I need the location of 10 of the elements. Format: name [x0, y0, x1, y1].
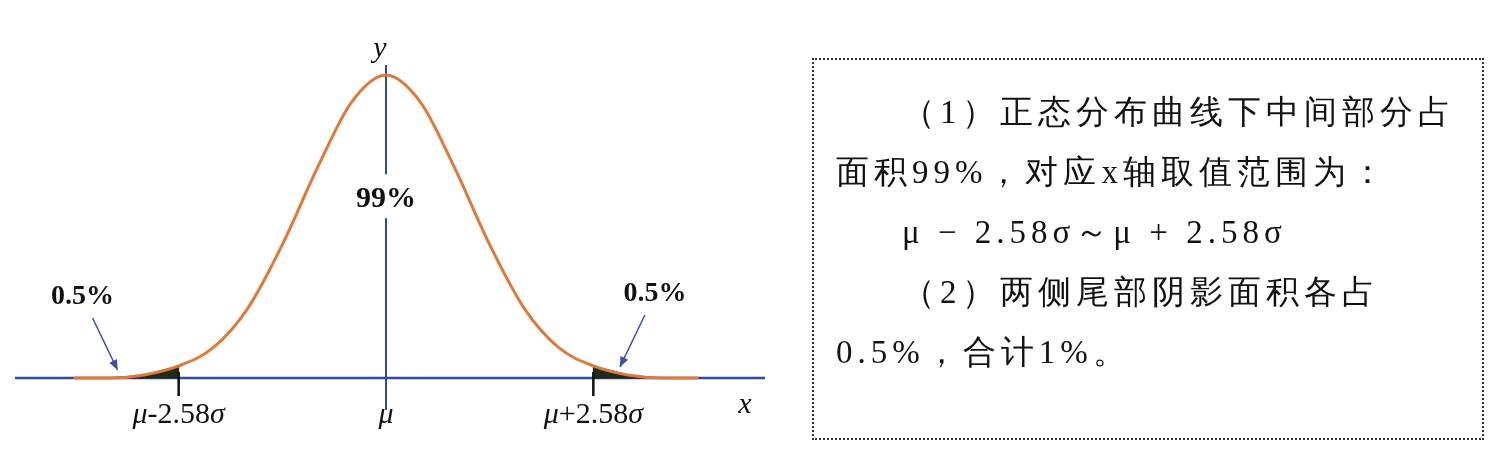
x-axis-title: x [737, 386, 753, 419]
text: （2）两侧尾部阴影面积各占0.5%，合计1%。 [836, 273, 1381, 372]
x-tick-label: μ [377, 396, 394, 429]
x-tick-label: μ-2.58σ [131, 396, 227, 429]
annotation: 99% [356, 180, 416, 214]
text: μ − 2.58σ～μ + 2.58σ [901, 213, 1288, 252]
annotation: 0.5% [51, 279, 115, 310]
y-axis-title: y [370, 30, 388, 63]
annotation: 0.5% [623, 275, 687, 307]
x-tick-label: μ+2.58σ [542, 396, 645, 429]
